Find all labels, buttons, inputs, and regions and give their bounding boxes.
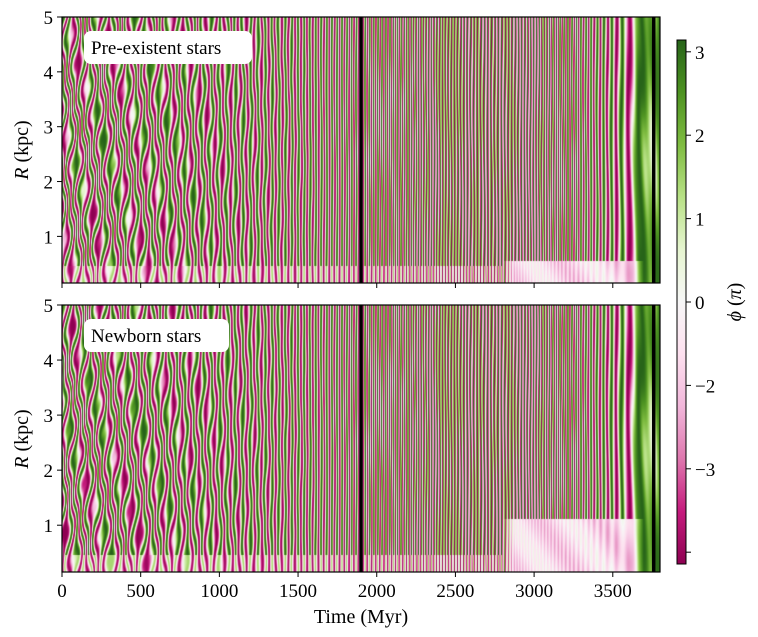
y-ticks-top: 1 2 3 4 5 (44, 8, 62, 248)
vertical-lines-bottom (359, 305, 656, 572)
panel-label-bottom: Newborn stars (84, 319, 229, 352)
panel-label-bottom-text: Newborn stars (91, 326, 201, 347)
panel-label-top-text: Pre-existent stars (91, 38, 221, 59)
y-tick-label: 5 (44, 296, 54, 317)
colorbar-tick-label: 2 (695, 126, 705, 147)
y-tick-label: 4 (44, 63, 54, 84)
x-tick-label: 1000 (200, 581, 238, 602)
colorbar-tick-label: −2 (695, 376, 715, 397)
x-ticks-top (61, 283, 614, 288)
axes-frame-bottom (61, 304, 661, 573)
y-tick-label: 3 (44, 406, 54, 427)
x-ticks-bottom: 0 500 1000 1500 2000 2500 3000 3500 (57, 572, 632, 602)
colorbar-label: ϕ (π) (724, 283, 746, 322)
colorbar-tick-label: 0 (695, 293, 705, 314)
x-tick-label: 3500 (594, 581, 632, 602)
x-axis-label: Time (Myr) (314, 606, 408, 628)
colorbar-ticks: 3 2 1 0 −2 −3 (686, 43, 715, 553)
colorbar: 3 2 1 0 −2 −3 ϕ (π) (676, 39, 746, 565)
colorbar-tick-label: 3 (695, 43, 705, 64)
axes-frame-top (61, 16, 661, 284)
panel-bottom: 1 2 3 4 5 0 500 1000 1500 2000 2500 3000 3500 Newbo… (11, 296, 661, 628)
x-tick-label: 3000 (515, 581, 553, 602)
x-tick-label: 2000 (358, 581, 396, 602)
y-tick-label: 4 (44, 351, 54, 372)
x-tick-label: 500 (126, 581, 155, 602)
y-tick-label: 1 (44, 227, 54, 248)
panel-top: 1 2 3 4 5 Pre-existent stars R (kpc) (11, 8, 661, 288)
x-tick-label: 1500 (279, 581, 317, 602)
y-tick-label: 5 (44, 8, 54, 29)
y-axis-label-top: R (kpc) (11, 120, 33, 180)
x-tick-label: 0 (57, 581, 67, 602)
vertical-lines-top (359, 17, 656, 283)
y-tick-label: 3 (44, 118, 54, 139)
y-axis-label-bottom: R (kpc) (11, 409, 33, 469)
colorbar-tick-label: −3 (695, 460, 715, 481)
y-tick-label: 2 (44, 173, 54, 194)
panel-label-top: Pre-existent stars (84, 31, 252, 64)
y-ticks-bottom: 1 2 3 4 5 (44, 296, 62, 537)
y-tick-label: 2 (44, 461, 54, 482)
y-tick-label: 1 (44, 516, 54, 537)
colorbar-gradient (676, 39, 687, 565)
colorbar-tick-label: 1 (695, 210, 705, 231)
x-tick-label: 2500 (436, 581, 474, 602)
